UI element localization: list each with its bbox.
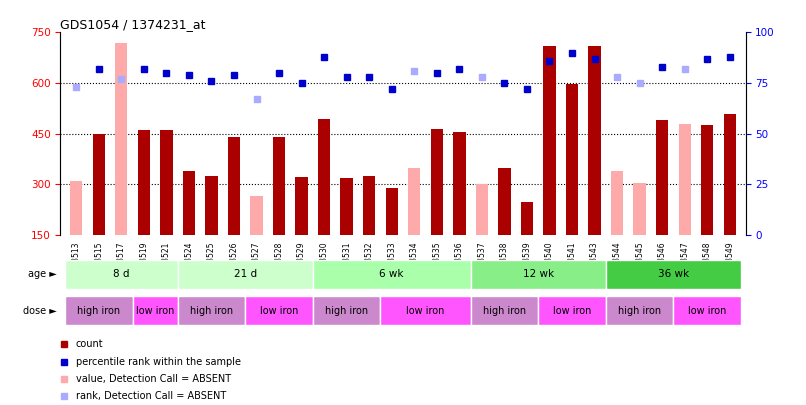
Bar [476,184,488,235]
Bar [115,43,127,235]
Bar [724,114,736,235]
Text: 12 wk: 12 wk [522,269,554,279]
Bar [453,132,466,235]
Bar [313,260,471,289]
Bar [543,46,555,235]
Bar [408,168,421,235]
Bar [701,125,713,235]
Bar [93,134,105,235]
Bar [245,296,313,326]
Bar [606,260,741,289]
Bar [471,260,606,289]
Text: high iron: high iron [190,306,233,316]
Bar [521,202,533,235]
Bar [679,124,691,235]
Bar [177,296,245,326]
Text: 8 d: 8 d [113,269,130,279]
Bar [634,183,646,235]
Text: low iron: low iron [260,306,298,316]
Bar [65,260,177,289]
Text: high iron: high iron [77,306,120,316]
Bar [295,177,308,235]
Bar [656,120,668,235]
Bar [138,130,150,235]
Bar [160,130,172,235]
Bar [313,296,380,326]
Bar [385,188,398,235]
Bar [363,176,376,235]
Text: low iron: low iron [553,306,592,316]
Bar [430,129,443,235]
Text: GDS1054 / 1374231_at: GDS1054 / 1374231_at [60,18,206,31]
Bar [177,260,313,289]
Bar [566,84,578,235]
Text: high iron: high iron [618,306,661,316]
Bar [183,171,195,235]
Text: age ►: age ► [27,269,56,279]
Bar [588,46,600,235]
Bar [65,296,132,326]
Text: high iron: high iron [325,306,368,316]
Bar [251,196,263,235]
Bar [471,296,538,326]
Text: low iron: low iron [688,306,726,316]
Text: 21 d: 21 d [234,269,257,279]
Bar [606,296,674,326]
Text: 36 wk: 36 wk [658,269,689,279]
Bar [206,176,218,235]
Bar [611,171,623,235]
Text: low iron: low iron [406,306,445,316]
Bar [228,137,240,235]
Text: value, Detection Call = ABSENT: value, Detection Call = ABSENT [76,374,231,384]
Text: high iron: high iron [483,306,526,316]
Text: dose ►: dose ► [23,306,56,316]
Bar [674,296,741,326]
Bar [318,119,330,235]
Text: percentile rank within the sample: percentile rank within the sample [76,357,240,367]
Bar [273,137,285,235]
Text: 6 wk: 6 wk [380,269,404,279]
Text: count: count [76,339,103,350]
Text: rank, Detection Call = ABSENT: rank, Detection Call = ABSENT [76,391,226,401]
Bar [380,296,471,326]
Bar [538,296,606,326]
Bar [132,296,177,326]
Bar [498,168,511,235]
Bar [70,181,82,235]
Bar [340,178,353,235]
Text: low iron: low iron [136,306,174,316]
